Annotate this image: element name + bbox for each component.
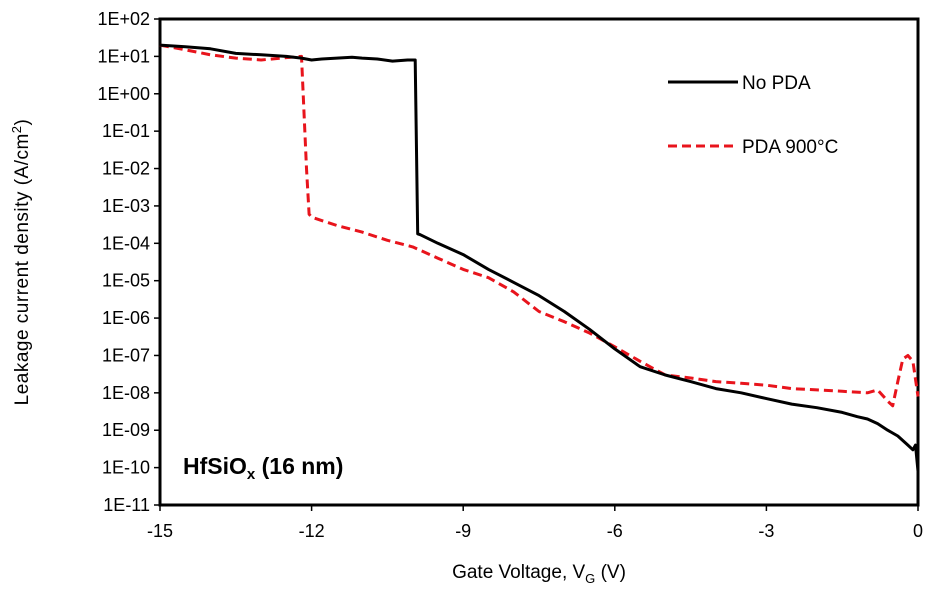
x-axis: -15 -12 -9 -6 -3 0 — [147, 505, 923, 541]
y-axis-label-superscript: 2 — [9, 125, 24, 133]
y-tick-label: 1E-08 — [102, 383, 150, 403]
annotation-main: HfSiO — [183, 453, 247, 479]
x-axis-label-main: Gate Voltage, V — [452, 562, 585, 583]
y-tick-label: 1E-05 — [102, 271, 150, 291]
series-line-no-pda — [160, 45, 918, 471]
legend-label-pda-900: PDA 900°C — [742, 137, 838, 158]
y-tick-label: 1E-11 — [103, 495, 150, 515]
legend: No PDA PDA 900°C — [668, 73, 838, 158]
series-group — [160, 45, 918, 471]
y-tick-label: 1E-04 — [102, 233, 150, 253]
x-axis-label-subscript: G — [585, 571, 595, 586]
legend-label-no-pda: No PDA — [742, 73, 811, 94]
sample-annotation: HfSiOx (16 nm) — [183, 453, 343, 483]
x-tick-label: -9 — [455, 521, 471, 541]
y-tick-label: 1E-10 — [102, 458, 150, 478]
y-tick-label: 1E-02 — [102, 159, 150, 179]
y-axis-label-tail: ) — [12, 119, 33, 126]
y-tick-label: 1E-09 — [102, 420, 150, 440]
y-tick-label: 1E+02 — [97, 9, 150, 29]
y-tick-label: 1E-03 — [102, 196, 150, 216]
x-tick-label: -3 — [758, 521, 774, 541]
y-axis-label-main: Leakage current density (A/cm — [12, 133, 33, 405]
series-line-pda-900 — [160, 45, 918, 406]
y-tick-label: 1E-01 — [102, 121, 150, 141]
y-axis: 1E+02 1E+01 1E+00 1E-01 1E-02 1E-03 1E-04 1E-05… — [97, 9, 160, 515]
x-axis-label: Gate Voltage, VG (V) — [452, 562, 626, 586]
x-tick-label: -6 — [607, 521, 623, 541]
x-axis-label-tail: (V) — [595, 562, 626, 583]
y-tick-label: 1E-06 — [102, 308, 150, 328]
y-tick-label: 1E+01 — [97, 46, 150, 66]
x-tick-label: 0 — [913, 521, 923, 541]
x-tick-label: -15 — [147, 521, 173, 541]
y-tick-label: 1E+00 — [97, 84, 150, 104]
y-tick-label: 1E-07 — [102, 345, 150, 365]
x-tick-label: -12 — [299, 521, 325, 541]
annotation-tail: (16 nm) — [255, 453, 343, 479]
y-axis-label: Leakage current density (A/cm2) — [9, 119, 33, 406]
